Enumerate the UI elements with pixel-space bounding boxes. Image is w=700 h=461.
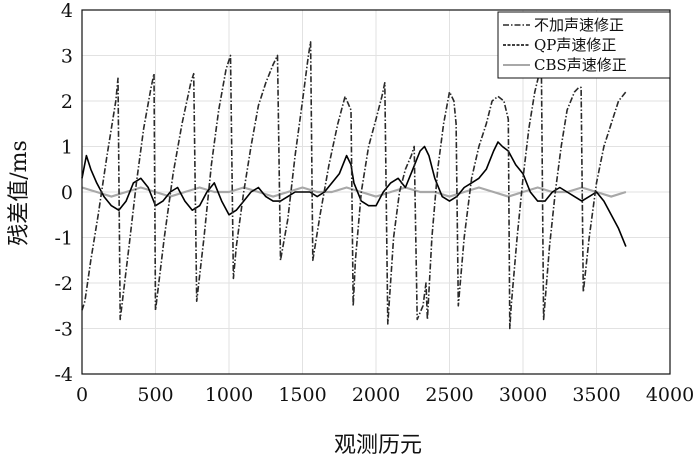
y-tick-label: 1	[61, 137, 73, 159]
x-tick-label: 4000	[646, 384, 694, 406]
y-tick-label: 0	[61, 182, 73, 204]
legend-label-series-2: QP声速修正	[534, 36, 616, 54]
series-line-3	[81, 186, 627, 198]
y-tick-label: -4	[54, 364, 73, 386]
y-tick-label: -2	[54, 273, 73, 295]
x-tick-label: 500	[137, 384, 173, 406]
legend: 不加声速修正 QP声速修正 CBS声速修正	[497, 11, 671, 79]
y-tick-label: -1	[54, 228, 73, 250]
legend-label-series-1: 不加声速修正	[534, 16, 624, 34]
x-tick-label: 2000	[352, 384, 400, 406]
x-tick-label: 1000	[205, 384, 253, 406]
legend-label-series-3: CBS声速修正	[534, 56, 627, 74]
x-tick-label: 3500	[572, 384, 620, 406]
series-layer	[81, 41, 627, 330]
x-tick-label: 3000	[499, 384, 547, 406]
y-axis-label: 残差值/ms	[7, 140, 32, 246]
x-tick-label: 0	[76, 384, 88, 406]
y-tick-label: -3	[54, 319, 73, 341]
y-tick-label: 4	[61, 0, 73, 22]
tick-layer: 0 500 1000 1500 2000 2500 3000 3500 4000 -4 -3 -2 -1…	[54, 0, 694, 406]
series-line-1	[81, 41, 627, 330]
y-tick-label: 2	[61, 91, 73, 113]
x-axis-label: 观测历元	[334, 433, 422, 458]
x-tick-label: 1500	[278, 384, 326, 406]
series-line-2	[81, 141, 627, 247]
plot-frame	[81, 9, 671, 375]
x-tick-label: 2500	[425, 384, 473, 406]
y-tick-label: 3	[61, 46, 73, 68]
